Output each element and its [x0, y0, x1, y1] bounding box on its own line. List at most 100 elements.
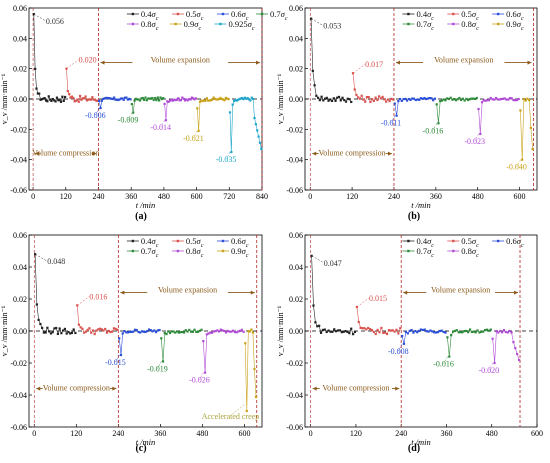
data-point-0.6 — [438, 329, 441, 333]
expansion-arrow-head-right — [256, 60, 260, 65]
data-point-0.6 — [123, 96, 127, 99]
data-point-0.7 — [461, 331, 464, 334]
data-point-0.4 — [42, 97, 45, 100]
data-point-0.4 — [46, 100, 49, 103]
data-point-0.8 — [171, 99, 174, 102]
panel-caption: (d) — [408, 443, 420, 454]
data-point-0.8 — [223, 329, 226, 333]
expansion-label: Volume expansion — [431, 286, 490, 295]
y-tick-label: -0.02 — [286, 359, 303, 368]
annotation-label: -0.021 — [183, 134, 204, 143]
data-point-0.8 — [502, 328, 506, 332]
data-point-0.6 — [140, 330, 144, 333]
data-point-0.4 — [331, 330, 334, 333]
data-point-0.4 — [51, 97, 54, 101]
data-point-0.5 — [80, 98, 83, 101]
y-tick-label: -0.04 — [10, 156, 27, 165]
data-point-0.6 — [409, 98, 412, 101]
x-tick-label: 0 — [31, 192, 35, 201]
data-point-0.5 — [399, 327, 402, 330]
data-point-0.6 — [104, 96, 108, 100]
data-point-0.9 — [250, 328, 253, 331]
data-point-0.5 — [83, 97, 86, 100]
data-point-0.5 — [93, 332, 96, 336]
y-tick-label: -0.06 — [286, 423, 303, 432]
data-point-0.7 — [442, 98, 445, 101]
x-tick-label: 600 — [531, 429, 543, 438]
data-point-0.9 — [531, 147, 534, 151]
data-point-0.4 — [34, 253, 37, 256]
annotation-label: -0.008 — [388, 347, 409, 356]
y-tick-label: -0.06 — [10, 186, 27, 195]
data-point-0.5 — [76, 98, 79, 101]
data-point-0.5 — [365, 95, 369, 99]
annotation-label: 0.020 — [79, 56, 97, 65]
data-point-0.7 — [451, 330, 455, 333]
data-point-0.7 — [478, 331, 481, 334]
legend-marker-0.8 — [452, 249, 455, 253]
legend-entry-0.4: 0.4σc — [141, 9, 159, 22]
panel-1: -0.06 -0.04 -0.02 0.00 0.02 0.04 0.06 0 120 240 36… — [276, 4, 538, 222]
legend-entry-0.4: 0.4σc — [141, 236, 159, 249]
data-point-0.7 — [186, 330, 189, 333]
data-point-0.5 — [397, 332, 400, 335]
data-point-0.8 — [170, 98, 173, 101]
data-point-0.9 — [202, 99, 206, 102]
data-point-0.6 — [433, 331, 436, 334]
data-point-0.5 — [372, 99, 376, 102]
data-point-0.9 — [519, 109, 522, 112]
data-point-0.7 — [160, 337, 163, 340]
data-point-0.8 — [501, 97, 505, 100]
data-point-0.6 — [429, 329, 432, 332]
annotation-leader — [33, 13, 47, 22]
data-point-0.6 — [100, 99, 103, 102]
data-point-0.8 — [510, 331, 513, 334]
data-point-0.6 — [432, 99, 435, 102]
data-point-0.4 — [316, 96, 320, 99]
data-point-0.4 — [49, 98, 52, 101]
data-point-0.4 — [39, 322, 42, 326]
data-point-0.4 — [315, 94, 318, 97]
compression-arrow-head-left — [312, 151, 317, 156]
data-point-0.7 — [160, 97, 163, 101]
data-point-0.7 — [151, 96, 154, 100]
data-point-0.6 — [123, 330, 126, 333]
legend-marker-0.5 — [176, 239, 180, 243]
data-point-0.7 — [449, 96, 452, 99]
data-point-0.9 — [224, 96, 227, 100]
data-point-0.5 — [355, 305, 358, 309]
y-tick-label: -0.06 — [286, 186, 303, 195]
x-axis-label: t /min — [411, 437, 431, 447]
legend-marker-0.7 — [407, 249, 410, 253]
data-point-0.5 — [367, 326, 370, 330]
y-tick-label: 0.04 — [289, 34, 303, 43]
data-point-0.7 — [168, 331, 172, 335]
x-tick-label: 120 — [350, 429, 362, 438]
panel-caption: (a) — [135, 211, 147, 222]
data-point-0.5 — [374, 332, 377, 336]
data-point-0.4 — [51, 331, 54, 334]
x-tick-label: 480 — [472, 192, 484, 201]
data-point-0.5 — [81, 327, 84, 330]
annotation-label: -0.011 — [381, 119, 401, 128]
data-point-0.925 — [253, 116, 256, 120]
data-point-0.4 — [32, 12, 35, 16]
annotation-leader — [356, 297, 370, 308]
compression-arrow-head-left — [312, 386, 317, 391]
data-point-0.6 — [133, 328, 137, 331]
x-axis-label: t /min — [136, 437, 156, 447]
data-point-0.4 — [311, 69, 314, 72]
data-point-0.4 — [335, 330, 338, 333]
x-tick-label: 0 — [308, 192, 312, 201]
data-point-0.7 — [444, 99, 447, 102]
data-point-0.4 — [329, 98, 332, 101]
data-point-0.4 — [57, 99, 60, 102]
annotation-leader — [127, 112, 133, 120]
data-point-0.7 — [195, 330, 198, 334]
data-point-0.7 — [179, 331, 182, 334]
data-point-0.5 — [387, 329, 391, 332]
data-point-0.7 — [470, 330, 474, 334]
data-point-0.6 — [151, 330, 154, 333]
data-point-0.8 — [192, 97, 195, 100]
